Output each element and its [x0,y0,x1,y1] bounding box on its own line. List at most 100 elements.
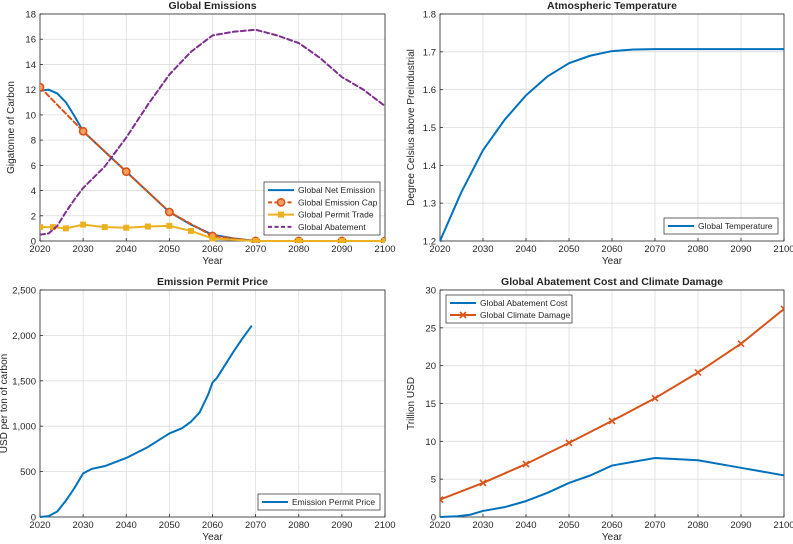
y-tick-label: 1.6 [423,85,436,96]
y-tick-label: 0 [431,513,436,524]
chart-title: Global Emissions [168,0,256,12]
legend-marker [459,311,467,319]
legend: Global Net Emission Global Emission Cap Gl… [263,181,381,236]
x-tick-label: 2090 [730,520,751,531]
y-tick-label: 2,000 [12,331,36,342]
y-tick-label: 16 [25,35,36,46]
legend-box [445,294,573,324]
data-point [121,167,131,177]
series-global-permit-trade [40,221,385,243]
series-global-temperature [440,48,784,242]
x-tick-label: 2070 [644,520,665,531]
legend-label: Global Climate Damage [480,310,571,320]
x-tick-label: 2090 [331,520,352,531]
y-tick-label: 8 [31,136,36,147]
legend-marker [276,197,286,207]
legend-marker [278,211,284,218]
x-axis-label: Year [602,532,623,543]
legend-label: Global Permit Trade [298,210,374,220]
y-tick-label: 2,500 [12,286,36,297]
y-tick-label: 18 [25,10,36,21]
series-emission-permit-price [40,325,253,518]
legend: Global Abatement Cost Global Climate Dama… [445,294,573,324]
series-global-abatement [40,28,385,236]
legend-label: Global Net Emission [298,185,375,195]
data-point [522,460,530,468]
y-tick-label: 1.8 [423,10,436,21]
legend-label: Global Abatement Cost [480,298,568,308]
y-tick-label: 1.2 [423,237,436,248]
data-point [40,82,45,92]
data-point [651,394,659,402]
y-axis-label: Trillion USD [406,377,417,430]
x-tick-label: 2100 [773,520,793,531]
data-point [101,224,108,231]
data-point [252,238,259,243]
y-tick-label: 10 [25,110,36,121]
y-tick-label: 500 [20,467,36,478]
chart-3: 2020 2030 2040 2050 2060 2070 2080 2090 2100 0 500… [0,276,396,543]
x-tick-label: 2020 [29,244,50,255]
series-line [40,325,253,518]
x-tick-label: 2090 [331,244,352,255]
y-tick-label: 25 [425,323,436,334]
x-tick-label: 2060 [601,244,622,255]
x-tick-label: 2100 [374,520,395,531]
y-tick-label: 1.3 [423,199,436,210]
x-tick-label: 2040 [515,244,536,255]
legend: Emission Permit Price [257,493,381,511]
data-point [123,224,130,231]
legend-label: Emission Permit Price [292,497,375,507]
y-axis-label: Gigatonne of Carbon [6,81,17,174]
data-point [565,439,573,447]
x-tick-label: 2060 [202,520,223,531]
data-point [62,225,69,232]
data-point [209,235,216,242]
x-tick-label: 2020 [429,520,450,531]
series-global-abatement-cost [440,456,784,518]
y-tick-label: 15 [425,399,436,410]
legend-box [257,493,381,511]
chart-2: 2020 2030 2040 2050 2060 2070 2080 2090 2100 1.2 1… [406,0,793,267]
x-tick-label: 2040 [116,244,137,255]
chart-title: Emission Permit Price [157,276,268,288]
data-point [382,238,385,243]
y-tick-label: 1,000 [12,422,36,433]
y-tick-label: 1,500 [12,376,36,387]
data-point [479,479,487,487]
y-tick-label: 30 [425,286,436,297]
x-tick-label: 2030 [73,244,94,255]
legend-box [663,217,779,235]
x-tick-label: 2080 [288,244,309,255]
chart-4: 2020 2030 2040 2050 2060 2070 2080 2090 21000510… [406,276,793,543]
x-axis-label: Year [202,532,223,543]
x-tick-label: 2070 [245,244,266,255]
x-tick-label: 2080 [687,520,708,531]
data-point [295,238,302,243]
x-tick-label: 2030 [472,244,493,255]
y-tick-label: 5 [431,475,436,486]
chart-1: 2020 2030 2040 2050 2060 2070 2080 2090 2100 0 2 4 6… [6,0,396,267]
y-tick-label: 20 [425,361,436,372]
legend: Global Temperature [663,217,779,235]
y-tick-label: 2 [31,211,36,222]
x-tick-label: 2050 [159,244,180,255]
data-point [338,238,345,243]
x-tick-label: 2050 [558,244,579,255]
legend-label: Global Abatement [298,222,366,232]
y-axis-label: Degree Celsius above Preindustrial [406,49,417,206]
x-axis-label: Year [602,256,623,267]
chart-title: Global Abatement Cost and Climate Damage [501,276,723,288]
x-tick-label: 2080 [288,520,309,531]
y-tick-label: 10 [425,437,436,448]
x-tick-label: 2090 [730,244,751,255]
x-tick-label: 2060 [202,244,223,255]
data-point [78,126,88,136]
x-tick-label: 2050 [558,520,579,531]
y-tick-label: 1.7 [423,47,436,58]
x-tick-label: 2040 [116,520,137,531]
y-tick-label: 12 [25,85,36,96]
x-tick-label: 2020 [29,520,50,531]
x-tick-label: 2100 [773,244,793,255]
